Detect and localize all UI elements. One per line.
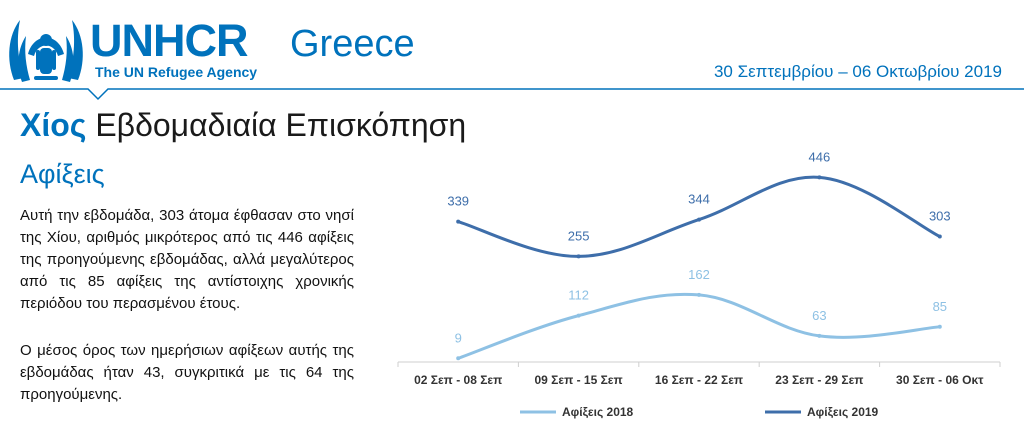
data-point: [456, 219, 461, 224]
series-line-0: [456, 292, 942, 360]
data-point: [817, 333, 822, 338]
arrivals-line-chart: 02 Σεπ - 08 Σεπ 09 Σεπ - 15 Σεπ 16 Σεπ - 2…: [397, 150, 1001, 419]
x-tick-label: 09 Σεπ - 15 Σεπ: [534, 373, 622, 387]
data-label: 85: [933, 299, 947, 314]
data-point: [456, 356, 461, 361]
legend-label: Αφίξεις 2019: [807, 405, 879, 419]
title-island: Χίος: [20, 107, 87, 143]
brand-name: UNHCR: [90, 15, 248, 66]
data-point: [576, 313, 581, 318]
data-label: 112: [568, 288, 589, 303]
series-line-1: [456, 175, 942, 258]
title-text: Εβδομαδιαία Επισκόπηση: [95, 107, 467, 143]
x-tick-label: 23 Σεπ - 29 Σεπ: [775, 373, 863, 387]
data-point: [937, 234, 942, 239]
data-label: 339: [447, 194, 469, 209]
unhcr-logo-icon: [9, 20, 83, 82]
data-point: [697, 217, 701, 222]
arrivals-paragraph: Αυτή την εβδομάδα, 303 άτομα έφθασαν στο…: [20, 207, 354, 312]
legend-label: Αφίξεις 2018: [562, 405, 634, 419]
data-label: 255: [568, 228, 590, 243]
report-date-range: 30 Σεπτεμβρίου – 06 Οκτωβρίου 2019: [713, 62, 1002, 81]
x-tick-label: 30 Σεπ - 06 Οκτ: [896, 373, 984, 387]
data-label: 446: [809, 150, 831, 164]
x-tick-label: 16 Σεπ - 22 Σεπ: [655, 373, 743, 387]
page-title: Χίος Εβδομαδιαία Επισκόπηση: [20, 106, 466, 144]
section-heading: Αφίξεις: [20, 159, 105, 189]
data-label: 162: [688, 267, 710, 282]
x-tick-label: 02 Σεπ - 08 Σεπ: [414, 373, 502, 387]
data-label: 303: [929, 209, 951, 224]
data-point: [697, 292, 701, 297]
data-point: [817, 175, 822, 180]
header: UNHCR Greece The UN Refugee Agency 30 Σε…: [0, 0, 1024, 101]
average-paragraph: Ο μέσος όρος των ημερήσιων αφίξεων αυτής…: [20, 342, 354, 403]
agency-tagline: The UN Refugee Agency: [95, 64, 258, 80]
data-label: 344: [688, 192, 710, 207]
header-divider: [0, 88, 1024, 101]
data-label: 63: [812, 308, 826, 323]
data-point: [576, 254, 581, 259]
country-name: Greece: [290, 23, 415, 65]
data-point: [937, 324, 942, 329]
data-label: 9: [455, 330, 462, 345]
